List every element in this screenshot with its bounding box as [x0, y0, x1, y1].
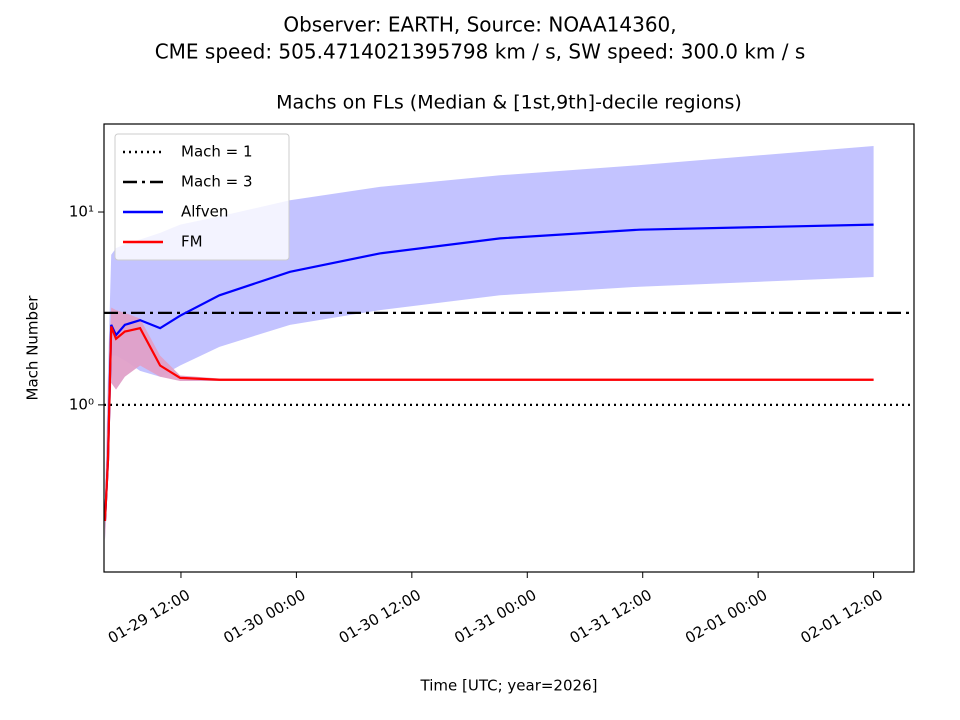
- x-axis-label: Time [UTC; year=2026]: [420, 677, 598, 695]
- x-tick-label: 01-30 00:00: [220, 586, 308, 647]
- legend-box: [114, 133, 290, 261]
- x-tick-label: 01-31 00:00: [451, 586, 539, 647]
- legend-label: FM: [181, 233, 203, 251]
- x-tick-label: 01-31 12:00: [567, 586, 655, 647]
- legend-label: Mach = 1: [181, 143, 253, 161]
- median-line: [103, 326, 874, 522]
- suptitle: CME speed: 505.4714021395798 km / s, SW …: [155, 40, 806, 64]
- chart-title: Machs on FLs (Median & [1st,9th]-decile …: [276, 92, 742, 114]
- x-tick-label: 01-30 12:00: [336, 586, 424, 647]
- y-tick-label: 10⁰: [69, 395, 94, 413]
- y-tick-label: 10¹: [69, 203, 94, 221]
- legend-label: Mach = 3: [181, 173, 253, 191]
- x-tick-label: 01-29 12:00: [105, 586, 193, 647]
- legend-label: Alfven: [181, 203, 228, 221]
- x-tick-label: 02-01 12:00: [798, 586, 886, 647]
- x-tick-label: 02-01 00:00: [682, 586, 770, 647]
- y-axis-label: Mach Number: [24, 295, 42, 401]
- suptitle: Observer: EARTH, Source: NOAA14360,: [283, 13, 676, 37]
- decile-band: [104, 145, 874, 540]
- plot-frame: [103, 123, 915, 573]
